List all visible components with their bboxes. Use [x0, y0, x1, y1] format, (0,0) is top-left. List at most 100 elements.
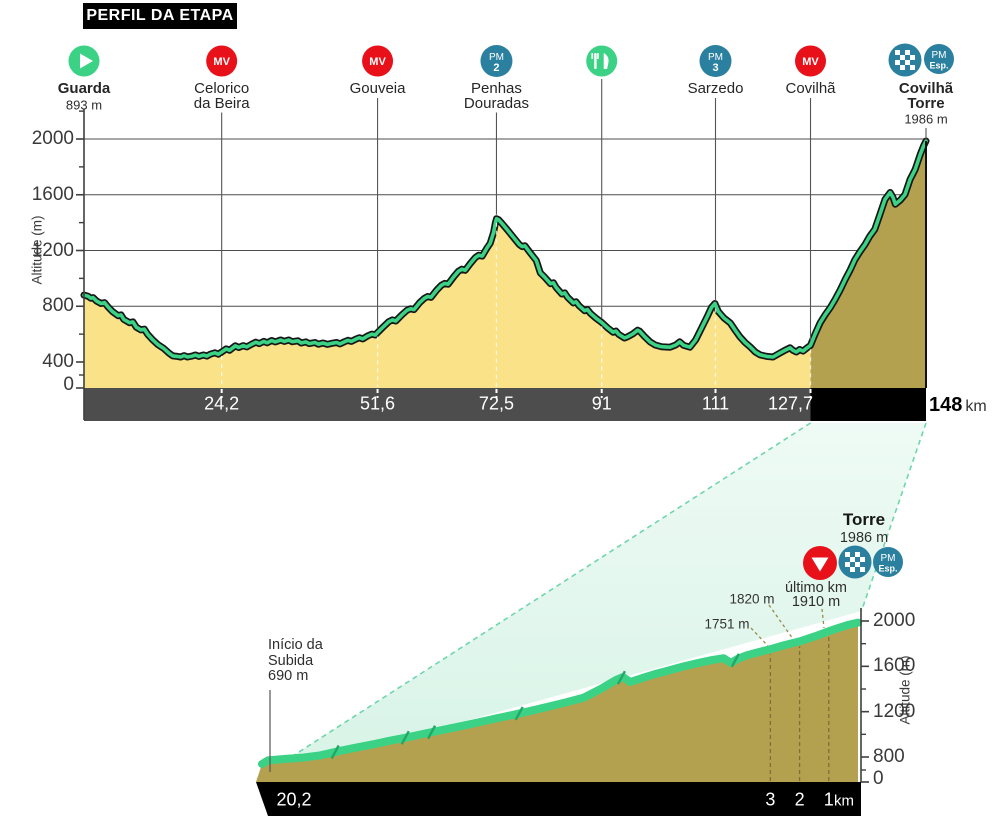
x-tick-label-91: 91: [591, 393, 612, 414]
rect-shape: [900, 65, 905, 70]
text-shape: MV: [802, 56, 819, 68]
checkpoint-1751-label: 1751 m: [704, 616, 750, 632]
text-shape: PM: [708, 52, 723, 63]
y-tick-label-1600: 1600: [31, 183, 74, 205]
detail-y-tick-label-1600: 1600: [873, 655, 916, 677]
detail-x-tick-label-1: 1: [823, 789, 834, 810]
text-shape: 2: [493, 62, 499, 74]
text-shape: MV: [213, 56, 230, 68]
pm3-icon: PM3: [699, 45, 732, 77]
y-tick-label-1200: 1200: [31, 239, 74, 261]
finish-checkered-icon: [888, 43, 922, 77]
rect-shape: [594, 53, 597, 69]
detail-y-tick-label-2000: 2000: [873, 610, 916, 631]
x-tick-label-111: 111: [701, 393, 730, 414]
rect-shape: [860, 567, 865, 572]
circle-shape: [795, 45, 827, 77]
climb-start-line1: Início da: [268, 637, 323, 653]
detail-x-tick-label-3: 3: [765, 789, 776, 810]
main-km-band-final-climb: [810, 388, 926, 421]
page-title: PERFIL DA ETAPA: [83, 3, 237, 29]
climb-start-line2: Subida: [268, 652, 314, 669]
waypoint-label-celorico: Celorico: [194, 80, 250, 97]
waypoint-label-sarzedo: Sarzedo: [687, 80, 744, 97]
waypoint-label-douradas: Douradas: [463, 94, 529, 112]
waypoint-label-covilhã: Covilhã: [785, 80, 836, 97]
rect-shape: [591, 53, 594, 59]
main-profile-line: [82, 139, 928, 359]
polygon-shape: [811, 557, 829, 572]
last-km-altitude: 1910 m: [791, 594, 841, 610]
rect-shape: [860, 557, 865, 562]
rect-shape: [905, 60, 910, 65]
detail-y-tick-label-1200: 1200: [873, 700, 916, 722]
end-distance-value: 148: [929, 394, 963, 416]
zoom-funnel-left-dash: [256, 422, 811, 780]
detail-profile-line: [258, 618, 862, 768]
text-shape: PM: [881, 553, 896, 564]
mv-icon: MV: [795, 45, 827, 77]
switchback-notch: [427, 725, 437, 740]
end-distance-unit: km: [965, 398, 987, 415]
circle-shape: [924, 44, 954, 74]
waypoint-label-guarda: Guarda: [57, 80, 111, 97]
switchback-notch: [514, 706, 524, 721]
rect-shape: [910, 55, 915, 60]
circle-shape: [586, 45, 618, 77]
waypoint-label-covilhã: Covilhã: [898, 80, 954, 97]
waypoint-label-torre: Torre: [907, 94, 945, 112]
annotation-leader-dash: [750, 627, 769, 647]
x-tick-label-127,7: 127,7: [767, 393, 814, 414]
circle-shape: [362, 45, 394, 77]
last-km-label: último km: [784, 580, 848, 596]
waypoint-altitude: 1986 m: [904, 111, 948, 127]
text-shape: Esp.: [878, 564, 897, 574]
zoom-funnel-fill: [257, 423, 926, 779]
feed-icon: [586, 45, 618, 77]
rect-shape: [850, 567, 855, 572]
summit-altitude: 1986 m: [839, 530, 889, 546]
summit-name: Torre: [842, 510, 886, 529]
text-shape: MV: [369, 56, 386, 68]
rect-shape: [895, 50, 900, 55]
switchback-notch: [730, 653, 740, 668]
text-shape: 3: [712, 62, 718, 74]
x-tick-label-72,5: 72,5: [478, 393, 514, 414]
rect-shape: [845, 552, 850, 557]
rect-shape: [597, 53, 599, 59]
waypoint-label-penhas: Penhas: [471, 80, 522, 97]
mv-icon: MV: [206, 45, 238, 77]
rect-shape: [855, 552, 860, 557]
pm2-icon: PM2: [480, 45, 513, 77]
detail-km-unit: km: [834, 792, 854, 810]
last-km-icon: [803, 546, 837, 580]
climb-start-annotation: Início da Subida 690 m: [268, 637, 323, 685]
zoom-funnel-right-dash: [860, 422, 927, 612]
checkpoint-1820-label: 1820 m: [729, 591, 775, 607]
detail-y-tick-label-800: 800: [873, 746, 905, 767]
rect-shape: [900, 55, 905, 60]
rect-shape: [910, 65, 915, 70]
finish-checkered-icon: [838, 545, 872, 579]
annotation-leader-dash: [768, 604, 794, 640]
y-tick-label-0: 0: [63, 374, 74, 395]
polygon-shape: [80, 53, 93, 69]
mv-icon: MV: [362, 45, 394, 77]
text-shape: PM: [489, 52, 504, 63]
switchback-notch: [330, 744, 340, 760]
circle-shape: [206, 45, 238, 77]
rect-shape: [850, 557, 855, 562]
text-shape: Esp.: [929, 61, 948, 71]
switchback-notch: [400, 730, 410, 745]
detail-x-tick-label-2: 2: [794, 789, 805, 810]
waypoint-label-gouveia: Gouveia: [349, 80, 406, 97]
rect-shape: [905, 50, 910, 55]
switchback-notch: [616, 670, 626, 685]
text-shape: PM: [932, 50, 947, 61]
x-tick-label-24,2: 24,2: [204, 393, 240, 414]
y-tick-label-800: 800: [42, 295, 74, 317]
